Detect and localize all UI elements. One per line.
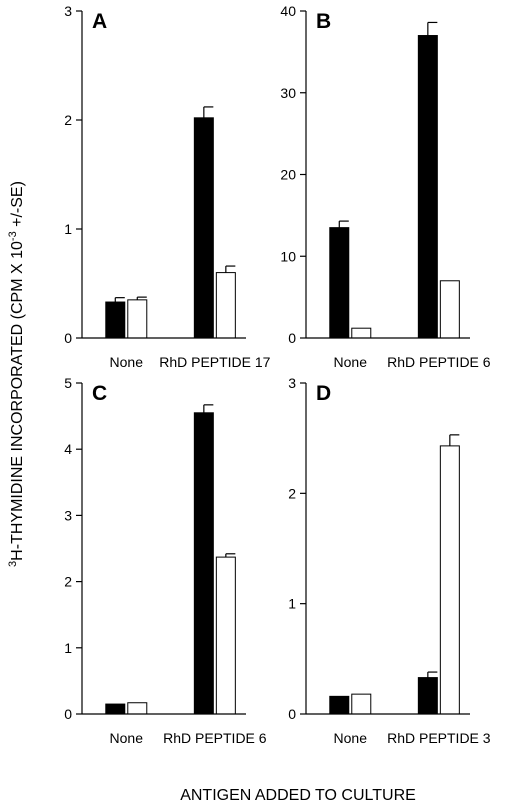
x-axis-title: ANTIGEN ADDED TO CULTURE [180, 787, 416, 804]
panel-b-bar-black [329, 227, 350, 339]
panel-d-y-tick-label: 1 [288, 596, 296, 612]
panel-b-bar-black [417, 35, 438, 339]
panel-a-bar-white [215, 272, 236, 339]
panel-d-bar-white [351, 693, 372, 715]
panel-b-bar-white [351, 327, 372, 339]
panel-d-category-label: RhD PEPTIDE 3 [387, 730, 491, 746]
panel-b-category-label: RhD PEPTIDE 6 [387, 354, 491, 370]
panel-c-y-tick-label: 4 [64, 441, 72, 457]
panel-d-bar-black [329, 695, 350, 715]
panel-c-bar-white [127, 702, 148, 715]
panel-d: 0 1 2 3 D None RhD PEPTIDE 3 [288, 375, 491, 746]
panel-c-y-tick-label: 3 [64, 507, 72, 523]
y-axis-title-exponent: -3 [7, 231, 19, 241]
panel-d-letter: D [316, 382, 331, 405]
panel-c: 0 1 2 3 4 5 C None RhD PEPTIDE 6 [64, 375, 267, 746]
panel-c-bar-white [215, 556, 236, 715]
panel-d-y-tick-label: 3 [288, 375, 296, 391]
panel-a-letter: A [92, 10, 107, 33]
panel-a-bar-black [193, 117, 214, 339]
panel-d-y-tick-label: 0 [288, 706, 296, 722]
panel-c-y-tick-label: 0 [64, 706, 72, 722]
panel-c-bar-black [105, 703, 126, 715]
panel-b-y-tick-label: 0 [288, 330, 296, 346]
panel-b-bar-white [439, 280, 460, 339]
panel-c-category-label: RhD PEPTIDE 6 [163, 730, 267, 746]
panel-c-bar-black [193, 412, 214, 715]
panel-a-bar-black [105, 301, 126, 339]
panel-d-bar-black [417, 677, 438, 715]
panel-c-y-tick-label: 5 [64, 375, 72, 391]
panel-d-bar-white [439, 445, 460, 715]
y-axis-title-tail: +/-SE) [9, 181, 26, 231]
y-axis-title-superscript: 3 [7, 561, 19, 567]
panel-a-category-label: RhD PEPTIDE 17 [159, 354, 270, 370]
y-axis-title-main: H-THYMIDINE INCORPORATED (CPM X 10 [9, 241, 26, 561]
panel-a-y-tick-label: 2 [64, 112, 72, 128]
panel-a-y-tick-label: 0 [64, 330, 72, 346]
panel-c-category-label: None [110, 730, 144, 746]
panel-d-y-tick-label: 2 [288, 485, 296, 501]
panel-b-y-tick-label: 40 [280, 3, 296, 19]
panel-a-y-tick-label: 1 [64, 221, 72, 237]
panel-a: 0 1 2 3 A None RhD PEPTIDE 17 [64, 3, 270, 370]
panel-c-letter: C [92, 382, 107, 405]
panel-b-letter: B [316, 10, 331, 33]
panel-a-category-label: None [110, 354, 144, 370]
panel-b: 0 10 20 30 40 B None RhD PEPTIDE 6 [280, 3, 490, 370]
panel-d-category-label: None [334, 730, 368, 746]
panel-c-y-tick-label: 2 [64, 574, 72, 590]
panel-c-y-tick-label: 1 [64, 640, 72, 656]
panel-b-y-tick-label: 30 [280, 85, 296, 101]
panel-a-y-tick-label: 3 [64, 3, 72, 19]
panel-b-category-label: None [334, 354, 368, 370]
panel-b-y-tick-label: 10 [280, 248, 296, 264]
y-axis-title: 3H-THYMIDINE INCORPORATED (CPM X 10-3 +/… [7, 181, 26, 567]
panel-a-bar-white [127, 299, 148, 339]
panel-b-y-tick-label: 20 [280, 167, 296, 183]
